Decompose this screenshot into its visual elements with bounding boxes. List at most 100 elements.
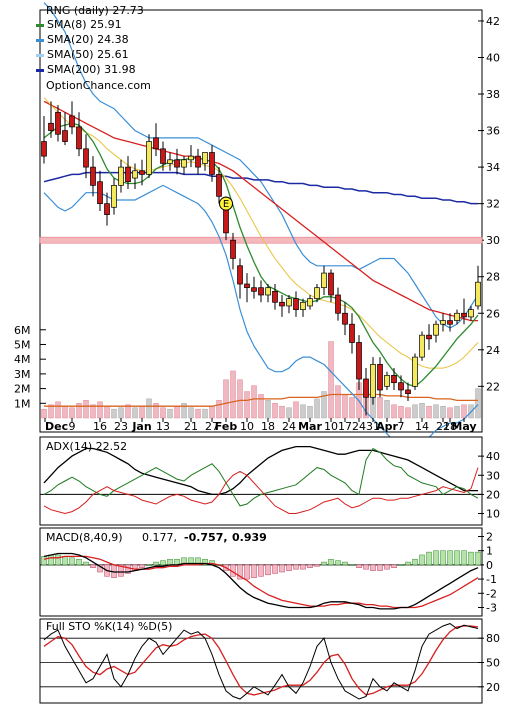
volume-bar	[272, 403, 278, 419]
volume-bar	[69, 407, 75, 419]
volume-bar	[475, 388, 481, 419]
price-tick-label: 28	[486, 271, 500, 284]
volume-average-line	[44, 393, 478, 407]
earnings-marker-label: E	[223, 199, 229, 210]
sma50-line	[43, 100, 478, 322]
volume-bar	[104, 405, 110, 419]
x-tick-label: 24	[352, 420, 366, 433]
earnings-marker	[219, 196, 233, 211]
volume-tick-label: 5M	[14, 338, 31, 351]
macd-histogram-bar	[286, 564, 292, 571]
sma200-line	[43, 171, 478, 205]
candle-body	[468, 309, 474, 318]
volume-bar	[328, 341, 334, 419]
volume-bar	[335, 385, 341, 419]
volume-bar	[398, 405, 404, 419]
volume-bar	[293, 401, 299, 419]
candle-body	[398, 382, 404, 391]
macd-histogram-bar	[202, 558, 208, 566]
adx-tick-label: 40	[486, 450, 500, 463]
volume-tick-label: 6M	[14, 324, 31, 337]
legend-label: SMA(20) 24.38	[47, 33, 129, 46]
volume-bar	[286, 407, 292, 419]
volume-bar	[391, 404, 397, 419]
price-tick-label: 32	[486, 198, 500, 211]
volume-bar	[111, 408, 117, 419]
macd-histogram-bar	[398, 564, 404, 566]
macd-histogram-bar	[447, 550, 453, 566]
x-tick-label: 24	[282, 420, 296, 433]
volume-bar	[251, 385, 257, 419]
macd-histogram-bar	[440, 550, 446, 566]
watermark-text: OptionChance.com	[46, 79, 151, 92]
candle-body	[195, 155, 201, 168]
volume-bar	[244, 391, 250, 419]
macd-histogram-bar	[300, 564, 306, 570]
macd-histogram-bar	[377, 564, 383, 571]
candle-body	[125, 166, 131, 183]
macd-histogram-bar	[307, 564, 313, 568]
macd-histogram-bar	[433, 550, 439, 566]
x-tick-label: 13	[156, 420, 170, 433]
x-tick-label: 9	[69, 420, 76, 433]
volume-bar	[237, 379, 243, 419]
candle-body	[55, 111, 61, 135]
price-tick-label: 38	[486, 88, 500, 101]
candle-body	[293, 298, 299, 310]
candle-body	[216, 174, 222, 197]
macd-histogram-bar	[55, 554, 61, 566]
price-panel-frame	[39, 9, 483, 433]
price-tick-label: 26	[486, 307, 500, 320]
volume-tick-label: 3M	[14, 368, 31, 381]
volume-bar	[202, 408, 208, 419]
candle-body	[90, 166, 96, 186]
candle-body	[48, 122, 54, 131]
candle-body	[97, 181, 103, 204]
candle-body	[41, 141, 47, 157]
volume-bar	[181, 403, 187, 419]
candle-body	[412, 356, 418, 387]
candle-body	[349, 323, 355, 343]
x-tick-label: 28	[443, 420, 457, 433]
volume-bar	[433, 404, 439, 419]
volume-tick-label: 2M	[14, 383, 31, 396]
candle-body	[419, 334, 425, 358]
candle-body	[111, 185, 117, 208]
volume-bar	[216, 400, 222, 419]
price-tick-label: 42	[486, 15, 500, 28]
candle-body	[69, 115, 75, 128]
macd-histogram-bar	[69, 557, 75, 566]
legend-label: SMA(50) 25.61	[47, 48, 129, 61]
macd-histogram-bar	[160, 560, 166, 566]
chart-title: RNG (daily) 27.73	[46, 4, 144, 17]
volume-bar	[307, 405, 313, 419]
stochastic-panel: 20 50 80 Full STO %K(14) %D(5)	[39, 618, 500, 704]
macd-histogram-bar	[48, 554, 54, 566]
macd-tick-label: -2	[486, 587, 497, 600]
candle-body	[188, 155, 194, 161]
candle-body	[405, 389, 411, 394]
macd-histogram-bar	[475, 551, 481, 566]
candle-body	[279, 301, 285, 307]
volume-bar	[132, 407, 138, 419]
adx-plus-di-line	[43, 447, 479, 507]
candle-body	[363, 378, 369, 398]
macd-histogram-bar	[426, 551, 432, 566]
x-tick-label: Mar	[298, 420, 322, 433]
volume-bar	[83, 400, 89, 419]
macd-histogram-bar	[41, 556, 47, 566]
macd-histogram-bar	[118, 564, 124, 577]
x-tick-label: Jan	[131, 420, 151, 433]
legend-swatch	[36, 69, 44, 72]
volume-bar	[426, 405, 432, 419]
volume-bar	[97, 401, 103, 419]
volume-bar	[412, 404, 418, 419]
x-tick-label: 14	[415, 420, 429, 433]
volume-bar	[454, 405, 460, 419]
x-tick-label: 18	[261, 420, 275, 433]
stochastic-d-line	[43, 625, 479, 696]
volume-tick-label: 1M	[14, 397, 31, 410]
candle-body	[167, 159, 173, 164]
stochastic-k-line	[43, 623, 479, 700]
